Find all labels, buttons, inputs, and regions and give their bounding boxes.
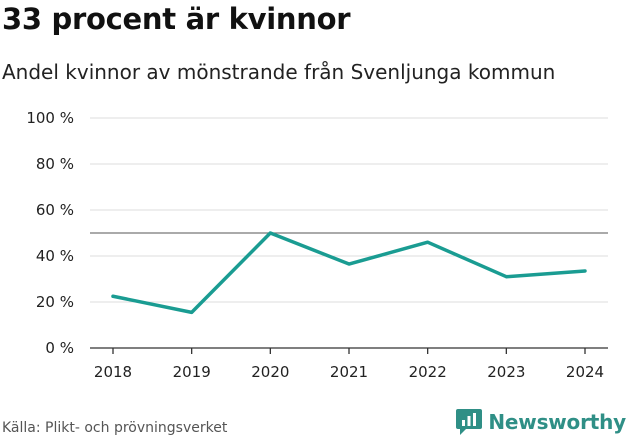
y-tick-label: 40 % [36,247,74,265]
x-tick-label: 2019 [173,363,211,381]
line-chart: 0 % 20 % 40 % 60 % 80 % 100 % 2018 2019 2020 2021… [26,109,608,381]
y-tick-label: 20 % [36,293,74,311]
y-tick-label: 80 % [36,155,74,173]
y-tick-label: 60 % [36,201,74,219]
data-point [190,310,194,314]
data-point [504,275,508,279]
newsworthy-logo-icon [456,409,483,435]
x-tick-label: 2021 [330,363,368,381]
x-tick-label: 2018 [94,363,132,381]
x-tick-label: 2022 [409,363,447,381]
series-line [111,231,587,315]
source-note: Källa: Plikt- och prövningsverket [2,420,228,436]
brand-name: Newsworthy [488,410,626,434]
x-tick-label: 2023 [487,363,525,381]
x-tick-label: 2020 [251,363,289,381]
y-tick-label: 100 % [26,109,74,127]
chart-subtitle: Andel kvinnor av mönstrande från Svenlju… [2,60,556,84]
x-tick-label: 2024 [566,363,604,381]
data-point [347,262,351,266]
data-point [268,231,272,235]
data-point [426,240,430,244]
data-point [583,269,587,273]
brand: Newsworthy [456,409,626,435]
y-tick-label: 0 % [45,339,74,357]
data-point [111,294,115,298]
chart-title: 33 procent är kvinnor [2,2,351,36]
